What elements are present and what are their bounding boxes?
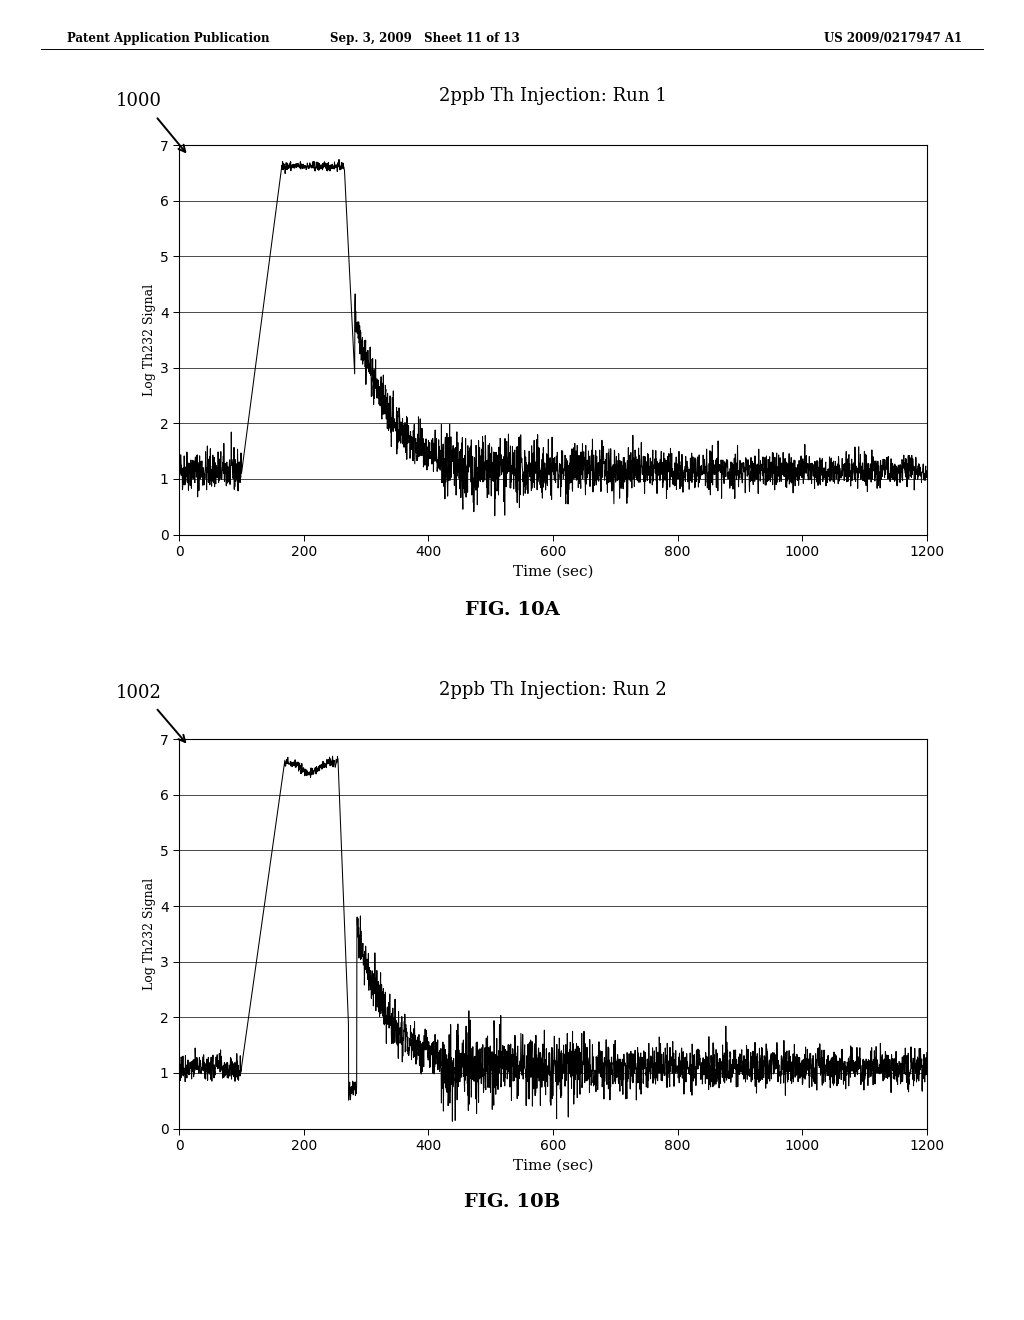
X-axis label: Time (sec): Time (sec) bbox=[513, 565, 593, 578]
Y-axis label: Log Th232 Signal: Log Th232 Signal bbox=[142, 284, 156, 396]
Text: 1000: 1000 bbox=[116, 92, 162, 111]
Y-axis label: Log Th232 Signal: Log Th232 Signal bbox=[142, 878, 156, 990]
Text: 1002: 1002 bbox=[116, 684, 162, 702]
Title: 2ppb Th Injection: Run 2: 2ppb Th Injection: Run 2 bbox=[439, 681, 667, 698]
Text: FIG. 10A: FIG. 10A bbox=[465, 601, 559, 619]
Text: Sep. 3, 2009   Sheet 11 of 13: Sep. 3, 2009 Sheet 11 of 13 bbox=[330, 32, 520, 45]
Text: Patent Application Publication: Patent Application Publication bbox=[67, 32, 269, 45]
Text: US 2009/0217947 A1: US 2009/0217947 A1 bbox=[824, 32, 963, 45]
X-axis label: Time (sec): Time (sec) bbox=[513, 1159, 593, 1172]
Title: 2ppb Th Injection: Run 1: 2ppb Th Injection: Run 1 bbox=[439, 87, 667, 104]
Text: FIG. 10B: FIG. 10B bbox=[464, 1193, 560, 1212]
